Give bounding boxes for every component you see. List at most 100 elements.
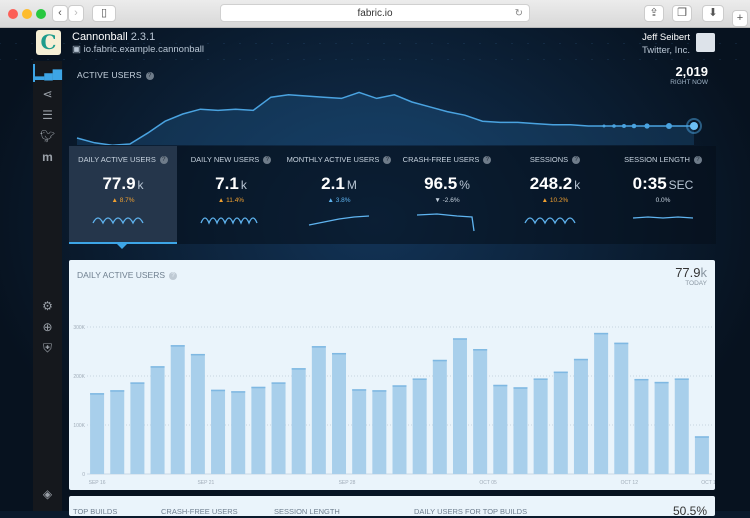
metric-label-text: SESSION LENGTH	[624, 155, 690, 164]
crash-free-label[interactable]: CRASH-FREE USERS	[161, 507, 238, 516]
help-icon[interactable]: ?	[169, 272, 178, 280]
bar-sep-19[interactable]	[150, 366, 165, 474]
bar-oct-13[interactable]	[634, 378, 649, 474]
shield-icon[interactable]: ⛨	[42, 341, 52, 355]
bar-sep-24[interactable]	[251, 386, 266, 474]
settings-icon[interactable]: ⚙	[42, 299, 53, 313]
close-window-button[interactable]	[8, 9, 18, 19]
metric-delta: ▼ -2.6%	[393, 197, 501, 204]
bar-sep-20[interactable]	[170, 345, 185, 474]
help-icon[interactable]: ?	[145, 72, 154, 80]
help-icon[interactable]: ?	[383, 156, 392, 164]
help-icon[interactable]: ?	[572, 156, 581, 164]
bar-cap	[634, 378, 649, 381]
address-bar[interactable]: fabric.io ↻	[220, 4, 530, 22]
beta-share-icon[interactable]: ⋖	[42, 87, 53, 101]
metric-tile-session-length[interactable]: SESSION LENGTH? 0:35 SEC 0.0%	[609, 146, 717, 244]
daily-users-top-builds-label[interactable]: DAILY USERS FOR TOP BUILDS	[414, 507, 528, 516]
package-name: io.fabric.example.cannonball	[83, 44, 205, 55]
now-pulse-icon	[686, 118, 702, 134]
active-users-sublabel: RIGHT NOW	[670, 79, 708, 86]
metric-value: 96.5%	[393, 174, 501, 194]
metric-tile-sessions[interactable]: SESSIONS? 248.2 k ▲ 10.2%	[501, 146, 609, 244]
active-users-point	[644, 123, 650, 129]
bar-sep-21[interactable]	[190, 353, 205, 474]
zoom-window-button[interactable]	[36, 9, 46, 19]
session-length-label[interactable]: SESSION LENGTH	[274, 507, 340, 516]
metric-delta-text: -2.6%	[442, 197, 460, 204]
user-info[interactable]: Jeff Seibert Twitter, Inc.	[642, 31, 690, 57]
metric-tile-monthly-active-users[interactable]: MONTHLY ACTIVE USERS? 2.1 M ▲ 3.8%	[285, 146, 393, 244]
help-icon[interactable]: ?	[483, 156, 492, 164]
bar-sep-28[interactable]	[332, 352, 347, 474]
layers-icon[interactable]: ◈	[42, 487, 53, 501]
bar-oct-11[interactable]	[594, 332, 609, 474]
bar-sep-30[interactable]	[372, 390, 387, 474]
bar-cap	[392, 385, 407, 387]
bar-sep-16[interactable]	[90, 393, 105, 474]
bar-sep-17[interactable]	[110, 390, 125, 474]
avatar[interactable]	[696, 33, 715, 52]
top-builds-label[interactable]: TOP BUILDS	[73, 507, 118, 516]
bar-sep-29[interactable]	[352, 389, 367, 474]
bar-oct-04[interactable]	[452, 338, 467, 474]
today-summary: 77.9k TODAY	[675, 265, 707, 287]
active-users-label: ACTIVE USERS?	[77, 70, 154, 80]
active-users-panel: ACTIVE USERS? 2,019 RIGHT NOW	[69, 62, 716, 145]
bar-cap	[311, 346, 326, 348]
bar-cap	[90, 393, 105, 395]
download-icon[interactable]: ⊕	[42, 320, 53, 334]
downloads-button[interactable]: ⬇	[702, 5, 724, 22]
sidebar-toggle-button[interactable]: ▯	[92, 5, 116, 22]
metric-label-text: CRASH-FREE USERS	[402, 155, 480, 164]
share-button[interactable]: ⇪	[644, 5, 664, 22]
minimize-window-button[interactable]	[22, 9, 32, 19]
metric-sparkline	[92, 217, 144, 225]
bar-oct-15[interactable]	[674, 378, 689, 474]
bar-sep-27[interactable]	[311, 346, 326, 474]
list-icon[interactable]: ☰	[42, 108, 53, 122]
metric-sparkline	[632, 216, 694, 219]
bar-oct-08[interactable]	[533, 378, 548, 474]
metrics-row: DAILY ACTIVE USERS? 77.9 k ▲ 8.7% DAILY N…	[69, 146, 716, 244]
twitter-icon[interactable]: 🐦︎	[39, 129, 56, 143]
metric-tile-daily-new-users[interactable]: DAILY NEW USERS? 7.1 k ▲ 11.4%	[177, 146, 285, 244]
active-users-point	[612, 124, 616, 128]
x-tick-label: SEP 21	[197, 480, 214, 486]
bar-oct-06[interactable]	[493, 384, 508, 474]
bar-sep-22[interactable]	[211, 389, 226, 474]
mopub-icon[interactable]: m	[42, 150, 53, 164]
bar-oct-01[interactable]	[392, 385, 407, 474]
bar-oct-02[interactable]	[412, 378, 427, 474]
app-logo[interactable]: C	[36, 30, 61, 55]
bar-oct-12[interactable]	[614, 342, 629, 474]
bar-oct-14[interactable]	[654, 381, 669, 474]
bar-sep-23[interactable]	[231, 391, 246, 474]
bar-oct-10[interactable]	[573, 358, 588, 474]
help-icon[interactable]: ?	[263, 156, 272, 164]
bar-oct-16[interactable]	[694, 436, 709, 474]
help-icon[interactable]: ?	[159, 156, 168, 164]
bar-sep-18[interactable]	[130, 382, 145, 474]
metric-tile-daily-active-users[interactable]: DAILY ACTIVE USERS? 77.9 k ▲ 8.7%	[69, 146, 177, 244]
reload-icon[interactable]: ↻	[514, 8, 523, 19]
analytics-icon[interactable]: ▂▄▆	[33, 64, 62, 82]
metric-label: MONTHLY ACTIVE USERS?	[285, 155, 393, 164]
bar-sep-25[interactable]	[271, 382, 286, 474]
help-icon[interactable]: ?	[693, 156, 702, 164]
app-title: Cannonball 2.3.1	[72, 31, 155, 43]
bar-oct-09[interactable]	[553, 371, 568, 474]
metric-number: 0:35	[632, 174, 667, 193]
app-name: Cannonball	[72, 31, 128, 43]
forward-button[interactable]: ›	[68, 5, 84, 22]
tabs-button[interactable]: ❐	[672, 5, 692, 22]
back-button[interactable]: ‹	[52, 5, 68, 22]
metric-tile-crash-free-users[interactable]: CRASH-FREE USERS? 96.5% ▼ -2.6%	[393, 146, 501, 244]
bar-oct-03[interactable]	[432, 359, 447, 474]
bar-oct-05[interactable]	[473, 349, 488, 474]
bar-cap	[412, 378, 427, 380]
metric-value: 2.1 M	[285, 174, 393, 194]
bar-sep-26[interactable]	[291, 368, 306, 474]
bar-oct-07[interactable]	[513, 387, 528, 474]
new-tab-button[interactable]: +	[732, 10, 748, 27]
